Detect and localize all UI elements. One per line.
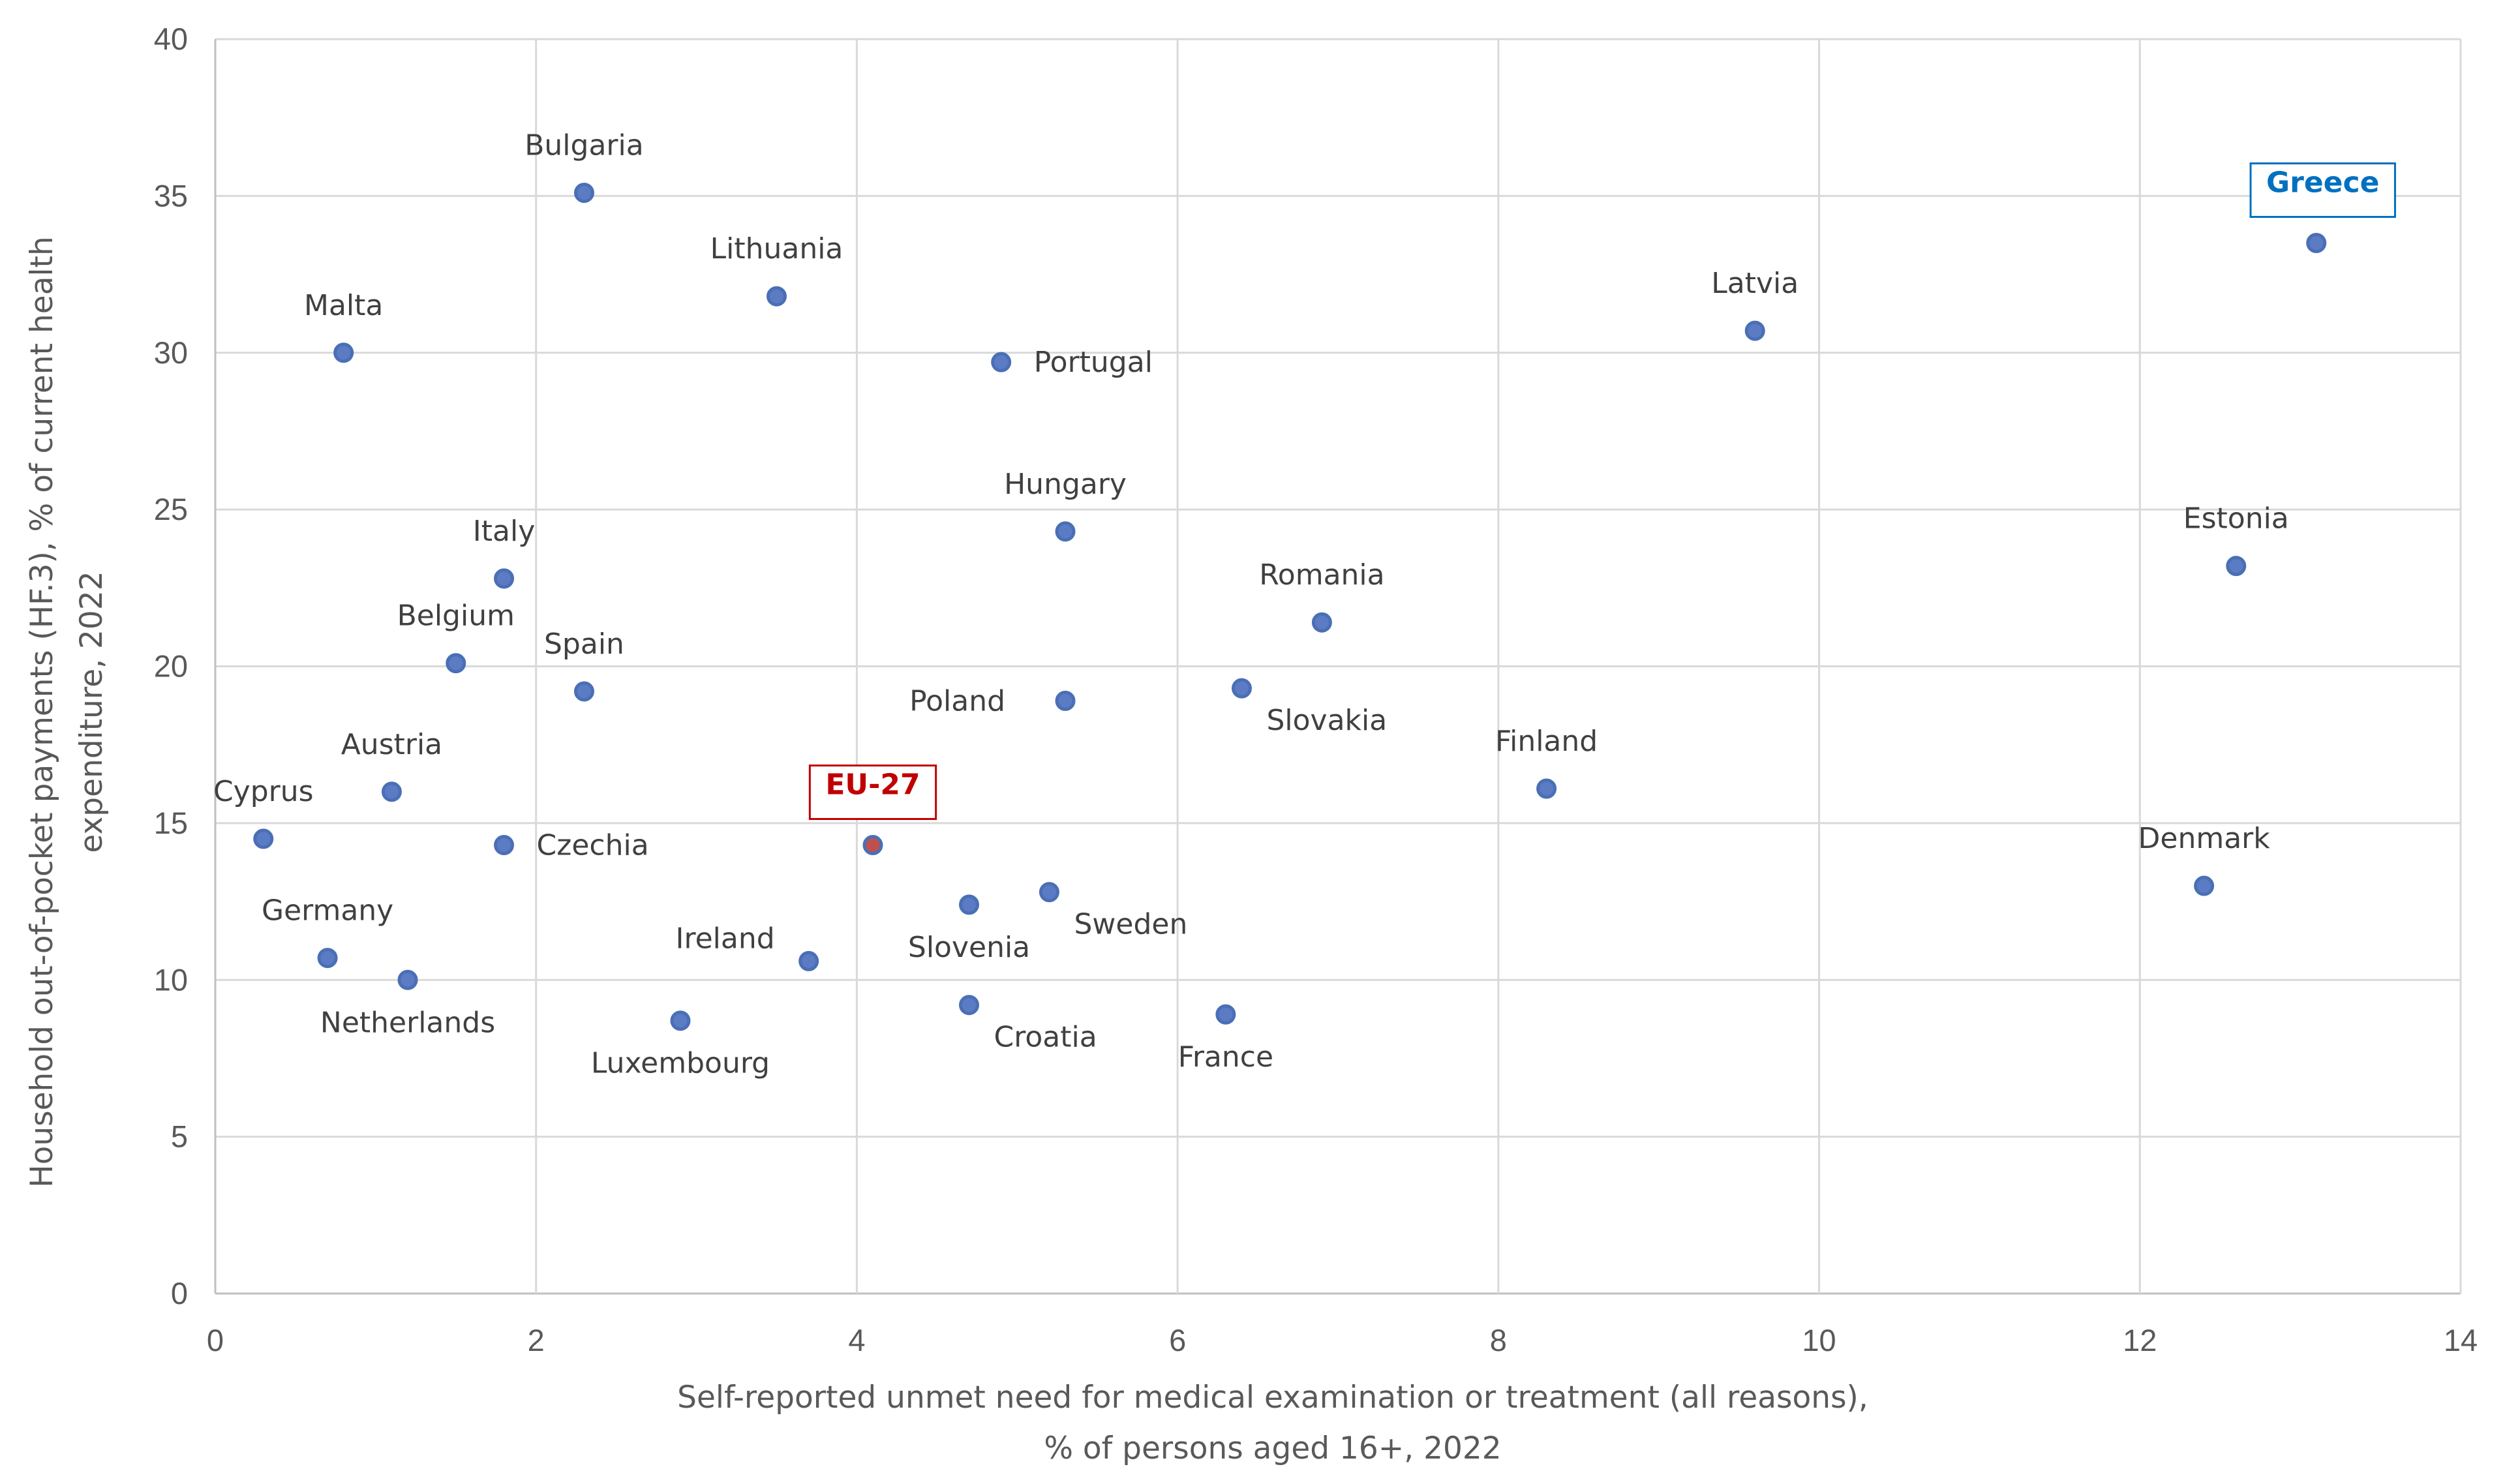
point-greece: [2306, 232, 2327, 253]
x-tick-label-4: 4: [848, 1323, 865, 1357]
y-tick-label-25: 25: [154, 492, 188, 526]
point-czechia: [494, 835, 515, 856]
label-austria: Austria: [341, 728, 442, 761]
x-tick-label-12: 12: [2123, 1323, 2157, 1357]
point-croatia: [959, 995, 980, 1016]
label-luxembourg: Luxembourg: [591, 1047, 770, 1080]
label-czechia: Czechia: [537, 829, 649, 862]
y-tick-label-40: 40: [154, 22, 188, 56]
label-malta: Malta: [304, 289, 383, 322]
point-sweden: [1039, 882, 1059, 903]
y-axis-title-line-2: expenditure, 2022: [74, 571, 110, 853]
y-tick-label-10: 10: [154, 962, 188, 997]
x-tick-label-10: 10: [1802, 1323, 1836, 1357]
y-tick-label-5: 5: [171, 1119, 188, 1154]
label-sweden: Sweden: [1074, 908, 1187, 941]
label-poland: Poland: [909, 684, 1005, 718]
y-tick-label-0: 0: [171, 1276, 188, 1310]
label-croatia: Croatia: [994, 1021, 1097, 1054]
label-netherlands: Netherlands: [320, 1006, 495, 1039]
point-poland: [1055, 690, 1076, 711]
point-slovakia: [1231, 678, 1252, 699]
label-estonia: Estonia: [2183, 502, 2289, 536]
point-luxembourg: [670, 1010, 691, 1031]
point-slovenia: [959, 894, 980, 915]
point-bulgaria: [573, 183, 594, 204]
label-box-eu-27: [808, 765, 937, 821]
label-denmark: Denmark: [2138, 822, 2271, 855]
point-spain: [573, 681, 594, 702]
point-estonia: [2226, 556, 2247, 577]
label-belgium: Belgium: [397, 599, 515, 633]
label-finland: Finland: [1495, 725, 1598, 758]
label-germany: Germany: [262, 894, 393, 928]
data-points: [253, 183, 2327, 1031]
point-eu-27: [862, 835, 883, 856]
x-tick-label-0: 0: [207, 1323, 224, 1357]
x-tick-label-8: 8: [1490, 1323, 1507, 1357]
point-france: [1215, 1004, 1236, 1025]
label-greece: Greece: [2266, 166, 2379, 199]
y-tick-label-30: 30: [154, 335, 188, 370]
point-ireland: [798, 950, 819, 971]
point-netherlands: [397, 969, 418, 990]
point-portugal: [991, 352, 1012, 372]
label-latvia: Latvia: [1711, 267, 1799, 300]
x-axis-title-line-1: Self-reported unmet need for medical exa…: [677, 1380, 1868, 1416]
point-cyprus: [253, 828, 274, 849]
y-tick-label-20: 20: [154, 649, 188, 684]
label-box-greece: [2249, 162, 2396, 218]
point-belgium: [446, 653, 466, 674]
label-hungary: Hungary: [1004, 468, 1127, 501]
x-tick-label-2: 2: [528, 1323, 545, 1357]
label-ireland: Ireland: [675, 922, 774, 955]
tick-labels: 0 5 10 15 20 25 30 35 40 0 2 4 6 8 10 12 14: [154, 22, 2478, 1357]
label-slovakia: Slovakia: [1266, 704, 1387, 737]
label-france: France: [1178, 1040, 1273, 1074]
x-tick-label-14: 14: [2444, 1323, 2478, 1357]
point-hungary: [1055, 521, 1076, 542]
point-austria: [381, 781, 402, 802]
y-tick-label-15: 15: [154, 806, 188, 840]
y-tick-label-35: 35: [154, 178, 188, 213]
point-italy: [494, 568, 515, 589]
x-axis-title-line-2: % of persons aged 16+, 2022: [1044, 1431, 1501, 1466]
data-labels: Bulgaria Lithuania Malta Portugal Latvia Gree…: [213, 129, 2396, 1080]
point-germany: [317, 948, 338, 969]
label-eu-27: EU-27: [825, 768, 920, 802]
label-lithuania: Lithuania: [710, 232, 843, 265]
label-romania: Romania: [1259, 558, 1384, 592]
label-italy: Italy: [473, 515, 535, 548]
point-denmark: [2194, 875, 2215, 896]
label-slovenia: Slovenia: [908, 931, 1030, 964]
y-axis-title-line-1: Household out-of-pocket payments (HF.3),…: [24, 236, 60, 1188]
label-cyprus: Cyprus: [213, 775, 314, 808]
point-finland: [1536, 778, 1557, 799]
x-tick-label-6: 6: [1169, 1323, 1186, 1357]
label-portugal: Portugal: [1034, 346, 1153, 379]
label-spain: Spain: [544, 628, 624, 661]
point-lithuania: [767, 286, 787, 307]
point-romania: [1311, 612, 1332, 633]
point-latvia: [1744, 320, 1765, 341]
point-malta: [333, 342, 354, 363]
label-bulgaria: Bulgaria: [524, 129, 643, 162]
